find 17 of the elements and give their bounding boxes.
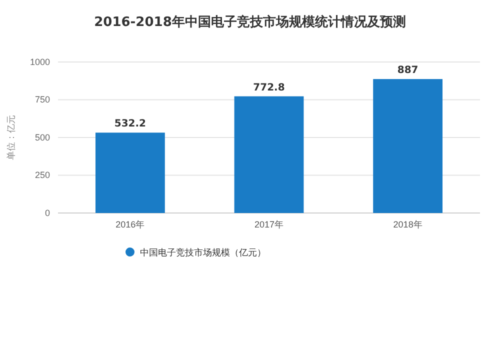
x-tick-label: 2018年 [393, 219, 422, 230]
y-axis-title: 单位：亿元 [6, 115, 17, 160]
bar [373, 79, 443, 213]
data-label: 532.2 [114, 118, 146, 130]
y-tick-label: 750 [34, 94, 50, 105]
x-tick-label: 2016年 [116, 219, 145, 230]
chart-title: 2016-2018年中国电子竞技市场规模统计情况及预测 [94, 14, 406, 30]
bar [234, 96, 304, 213]
y-tick-label: 250 [34, 170, 50, 180]
data-label: 772.8 [253, 82, 285, 94]
legend-label: 中国电子竞技市场规模（亿元） [140, 248, 266, 258]
y-tick-label: 500 [34, 132, 50, 142]
data-label: 887 [397, 65, 418, 76]
bar [95, 132, 165, 213]
x-tick-label: 2017年 [254, 219, 284, 230]
y-tick-label: 0 [44, 208, 50, 218]
y-tick-label: 1000 [30, 56, 50, 67]
